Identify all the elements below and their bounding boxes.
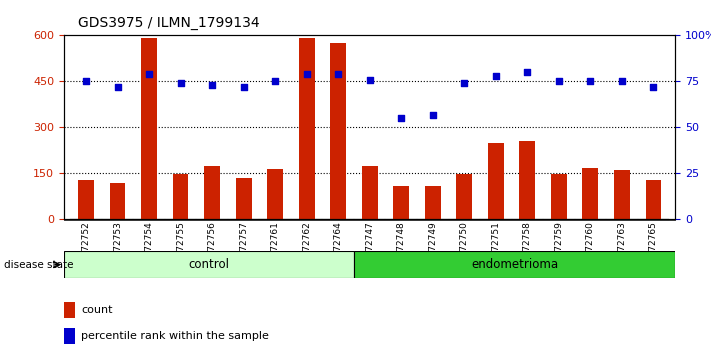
Text: percentile rank within the sample: percentile rank within the sample	[81, 331, 269, 341]
Text: count: count	[81, 305, 112, 315]
Bar	[551, 174, 567, 219]
Bar	[488, 143, 503, 219]
Point	[522, 69, 533, 75]
Text: GDS3975 / ILMN_1799134: GDS3975 / ILMN_1799134	[78, 16, 260, 30]
Point	[238, 84, 250, 90]
Bar	[582, 168, 598, 219]
Bar	[141, 39, 157, 219]
Point	[206, 82, 218, 88]
Point	[112, 84, 123, 90]
Bar	[204, 166, 220, 219]
Bar	[520, 141, 535, 219]
Bar	[425, 186, 441, 219]
Bar	[109, 183, 125, 219]
Point	[333, 71, 344, 77]
Bar	[64, 328, 75, 344]
Point	[80, 79, 92, 84]
Point	[459, 80, 470, 86]
Bar	[299, 39, 314, 219]
Text: control: control	[188, 258, 230, 271]
Point	[648, 84, 659, 90]
Point	[364, 77, 375, 82]
Bar	[173, 174, 188, 219]
Text: endometrioma: endometrioma	[471, 258, 558, 271]
Point	[269, 79, 281, 84]
Bar	[236, 178, 252, 219]
Bar	[78, 179, 94, 219]
Bar	[353, 251, 675, 278]
Bar	[267, 169, 283, 219]
Point	[427, 112, 439, 118]
Point	[584, 79, 596, 84]
Point	[301, 71, 312, 77]
Bar	[614, 170, 630, 219]
Bar	[362, 166, 378, 219]
Bar	[64, 251, 353, 278]
Bar	[456, 174, 472, 219]
Bar	[393, 186, 409, 219]
Point	[175, 80, 186, 86]
Point	[490, 73, 501, 79]
Bar	[331, 43, 346, 219]
Point	[144, 71, 155, 77]
Text: disease state: disease state	[4, 260, 73, 270]
Bar	[64, 302, 75, 318]
Point	[616, 79, 628, 84]
Bar	[646, 179, 661, 219]
Point	[553, 79, 565, 84]
Point	[395, 115, 407, 121]
